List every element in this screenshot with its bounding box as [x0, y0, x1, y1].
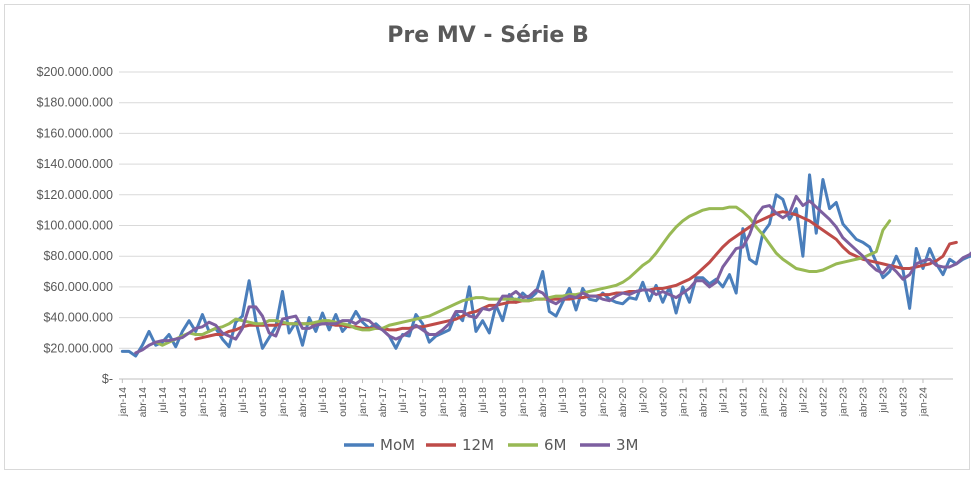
x-tick-label: abr-22 [777, 387, 789, 418]
x-tick-label: abr-15 [217, 387, 229, 418]
x-tick-label: jul-20 [637, 387, 649, 414]
chart-frame: Pre MV - Série B $- $20.000.000 $40.000.00… [4, 4, 971, 470]
x-tick-label: jan-15 [197, 387, 209, 417]
x-tick-label: abr-21 [697, 387, 709, 418]
legend-label-3m: 3M [616, 436, 639, 454]
y-tick-label: $40.000.000 [43, 311, 113, 325]
legend-label-mom: MoM [380, 436, 415, 454]
x-tick-label: jan-16 [277, 387, 289, 417]
x-tick-label: jul-22 [797, 387, 809, 414]
line-chart: Pre MV - Série B $- $20.000.000 $40.000.00… [37, 23, 971, 454]
chart-title: Pre MV - Série B [387, 23, 588, 48]
x-tick-label: out-20 [657, 387, 669, 417]
x-tick-label: jul-14 [157, 387, 169, 414]
y-tick-label: $20.000.000 [43, 341, 113, 355]
legend-label-6m: 6M [544, 436, 567, 454]
legend: MoM 12M 6M 3M [344, 436, 639, 454]
x-tick-label: out-17 [417, 387, 429, 417]
x-tick-label: out-23 [897, 387, 909, 417]
series-line-3m [134, 194, 971, 355]
gridlines [119, 71, 953, 380]
x-tick-label: jan-24 [917, 387, 929, 417]
y-axis: $- $20.000.000 $40.000.000 $60.000.000 $80.0… [37, 65, 114, 386]
x-tick-label: jul-18 [477, 387, 489, 414]
x-tick-label: jan-23 [837, 387, 849, 417]
x-tick-label: out-16 [337, 387, 349, 417]
y-tick-label: $140.000.000 [37, 157, 114, 171]
x-tick-label: out-21 [737, 387, 749, 417]
x-tick-label: jan-21 [677, 387, 689, 417]
x-tick-label: jan-18 [437, 387, 449, 417]
series-line-mom [120, 173, 971, 358]
legend-label-12m: 12M [462, 436, 494, 454]
x-tick-label: abr-20 [617, 387, 629, 418]
x-tick-label: jan-17 [357, 387, 369, 417]
y-tick-label: $200.000.000 [37, 65, 114, 79]
y-tick-label: $60.000.000 [43, 280, 113, 294]
x-tick-label: out-18 [497, 387, 509, 417]
x-tick-label: jul-17 [397, 387, 409, 414]
x-tick-label: out-15 [257, 387, 269, 417]
x-tick-label: abr-14 [137, 387, 149, 418]
series-lines [120, 173, 971, 358]
x-tick-label: abr-18 [457, 387, 469, 418]
x-axis: jan-14 abr-14 jul-14 out-14 jan-15 abr-15 jul-… [117, 379, 929, 418]
x-tick-label: jul-15 [237, 387, 249, 414]
x-tick-label: out-22 [817, 387, 829, 417]
y-tick-label: $100.000.000 [37, 219, 114, 233]
x-tick-label: out-14 [177, 387, 189, 417]
y-tick-label: $180.000.000 [37, 96, 114, 110]
x-tick-label: abr-16 [297, 387, 309, 418]
x-tick-label: abr-23 [857, 387, 869, 418]
x-tick-label: jul-23 [877, 387, 889, 414]
series-line-6m [154, 205, 892, 347]
x-tick-label: out-19 [577, 387, 589, 417]
x-tick-label: abr-19 [537, 387, 549, 418]
x-tick-label: jan-22 [757, 387, 769, 417]
y-tick-label: $- [102, 372, 113, 386]
y-tick-label: $120.000.000 [37, 188, 114, 202]
x-tick-label: jul-21 [717, 387, 729, 414]
y-tick-label: $80.000.000 [43, 249, 113, 263]
x-tick-label: jan-20 [597, 387, 609, 417]
y-tick-label: $160.000.000 [37, 126, 114, 140]
x-tick-label: jul-19 [557, 387, 569, 414]
x-tick-label: jul-16 [317, 387, 329, 414]
x-tick-label: jan-14 [117, 387, 129, 417]
x-tick-label: abr-17 [377, 387, 389, 418]
x-tick-label: jan-19 [517, 387, 529, 417]
